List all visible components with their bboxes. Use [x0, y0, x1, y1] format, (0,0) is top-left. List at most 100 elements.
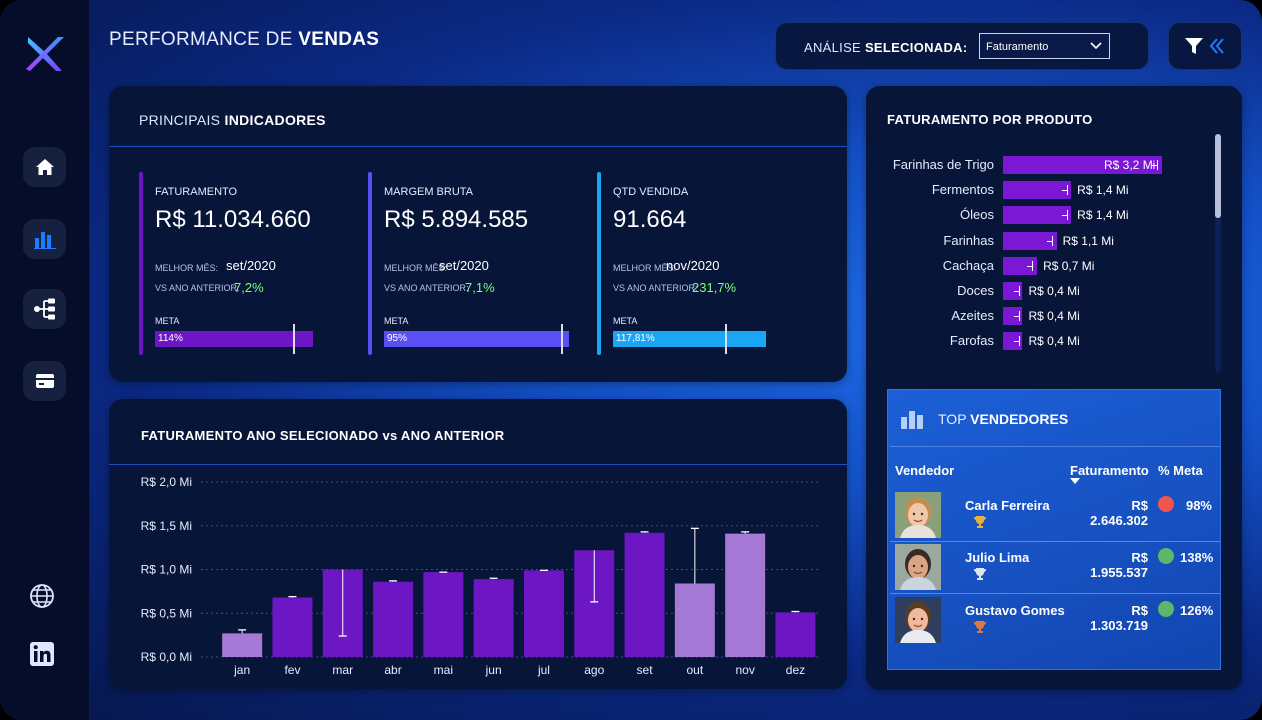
kpi-accent-bar	[368, 172, 372, 355]
product-label: Farinhas	[943, 232, 994, 248]
kpi-meta-value: 114%	[158, 333, 183, 344]
y-tick-label: R$ 1,5 Mi	[141, 519, 192, 533]
kpi-value: 91.664	[613, 206, 687, 233]
bar-mai[interactable]	[423, 572, 464, 657]
trophy-icon	[974, 568, 986, 580]
analysis-dropdown[interactable]: Faturamento	[979, 33, 1110, 59]
filter-panel-button[interactable]	[1168, 22, 1242, 70]
kpi-meta-target-marker	[561, 324, 563, 354]
seller-name: Julio Lima	[965, 550, 1030, 565]
logo	[22, 33, 68, 75]
nav-finance-button[interactable]	[23, 361, 66, 401]
kpi-meta-bar: 95%	[384, 331, 569, 347]
x-tick-label: ago	[584, 663, 604, 677]
x-tick-label: mar	[332, 663, 353, 677]
row-divider	[890, 541, 1220, 542]
x-tick-label: jan	[233, 663, 250, 677]
product-prev-year-stem	[1013, 291, 1020, 292]
product-label: Fermentos	[931, 182, 994, 198]
bar-nov[interactable]	[725, 533, 766, 657]
meta-status-indicator	[1158, 496, 1174, 512]
bar-out[interactable]	[674, 583, 715, 658]
kpi-best-month-label: MELHOR MÊS:	[155, 263, 219, 273]
product-prev-year-stem	[1151, 165, 1158, 166]
trophy-icon	[974, 621, 986, 633]
product-value-label: R$ 1,1 Mi	[1062, 233, 1114, 248]
bar-abr[interactable]	[373, 581, 414, 657]
product-value-label: R$ 3,2 Mi	[1104, 158, 1156, 172]
seller-meta-percent: 126%	[1180, 603, 1214, 618]
product-prev-year-stem	[1013, 341, 1020, 343]
product-bar[interactable]	[1003, 181, 1072, 200]
product-bar[interactable]	[1003, 231, 1057, 250]
x-tick-label: jul	[537, 663, 550, 677]
kpi-best-month: set/2020	[439, 258, 489, 273]
product-scroll-thumb[interactable]	[1215, 134, 1221, 218]
indicators-title: PRINCIPAIS INDICADORES	[139, 112, 326, 128]
x-tick-label: mai	[434, 663, 453, 677]
kpi-best-month: nov/2020	[666, 258, 720, 273]
trophy-icon	[974, 516, 986, 528]
page-title: PERFORMANCE DE VENDAS	[109, 29, 380, 50]
hierarchy-icon	[33, 298, 55, 320]
product-bar[interactable]	[1003, 282, 1023, 300]
bar-chart-icon	[33, 232, 56, 249]
analysis-selector: ANÁLISE SELECIONADA: Faturamento	[775, 22, 1149, 70]
double-chevron-left-icon	[1209, 38, 1224, 54]
col-meta-header[interactable]: % Meta	[1158, 463, 1203, 478]
product-label: Azeites	[951, 308, 994, 324]
product-value-label: R$ 0,7 Mi	[1043, 258, 1095, 273]
kpi-meta-label: META	[155, 316, 180, 326]
indicators-divider	[109, 146, 847, 147]
kpi-meta-bar: 114%	[155, 331, 313, 347]
bar-chart-icon	[901, 411, 923, 429]
seller-revenue: R$ 2.646.302	[1090, 498, 1148, 528]
product-label: Doces	[957, 283, 994, 298]
table-row[interactable]: Carla Ferreira R$ 2.646.302 98%	[888, 490, 1222, 542]
x-tick-label: nov	[735, 663, 754, 677]
x-tick-label: abr	[384, 663, 401, 677]
product-value-label: R$ 1,4 Mi	[1077, 183, 1129, 198]
bar-set[interactable]	[624, 532, 665, 657]
product-bar[interactable]	[1003, 332, 1023, 351]
product-bar[interactable]	[1003, 206, 1072, 225]
kpi-name: QTD VENDIDA	[613, 186, 689, 198]
product-label: Óleos	[960, 207, 994, 223]
avatar	[895, 492, 941, 538]
kpi-meta-target-marker	[725, 324, 727, 354]
bar-fev[interactable]	[272, 597, 313, 658]
web-link[interactable]	[28, 582, 56, 610]
table-row[interactable]: Julio Lima R$ 1.955.537 138%	[888, 542, 1222, 594]
top-sellers-card: TOP VENDEDORES Vendedor Faturamento % Me…	[887, 389, 1221, 670]
kpi-meta-value: 117,81%	[616, 333, 655, 344]
product-bar[interactable]	[1003, 307, 1023, 326]
sidebar	[0, 0, 90, 720]
bar-jul[interactable]	[523, 570, 564, 657]
kpi-value: R$ 5.894.585	[384, 206, 529, 233]
product-scroll-track[interactable]	[1215, 134, 1221, 372]
bar-jan[interactable]	[222, 633, 263, 657]
kpi-vs-value: 7,2%	[234, 280, 264, 295]
product-value-label: R$ 0,4 Mi	[1028, 309, 1080, 324]
bar-dez[interactable]	[775, 612, 816, 657]
bar-jun[interactable]	[473, 579, 514, 657]
kpi-best-month-label: MELHOR MÊS:	[613, 263, 677, 273]
linkedin-link[interactable]	[28, 640, 56, 668]
table-row[interactable]: Gustavo Gomes R$ 1.303.719 126%	[888, 595, 1222, 647]
product-bar[interactable]	[1003, 156, 1162, 174]
nav-hierarchy-button[interactable]	[23, 289, 66, 329]
monthly-chart-title: FATURAMENTO ANO SELECIONADO vs ANO ANTER…	[141, 428, 505, 443]
product-label: Cachaça	[942, 257, 994, 273]
product-bar[interactable]	[1003, 256, 1038, 275]
col-revenue-header[interactable]: Faturamento	[1070, 463, 1149, 478]
nav-home-button[interactable]	[23, 147, 66, 187]
seller-name: Carla Ferreira	[965, 498, 1050, 513]
seller-revenue: R$ 1.303.719	[1090, 603, 1148, 633]
kpi-meta-target-marker	[293, 324, 295, 354]
nav-sales-button[interactable]	[23, 219, 66, 259]
filter-icon	[1185, 38, 1203, 54]
kpi-meta-label: META	[613, 316, 638, 326]
col-seller-header[interactable]: Vendedor	[895, 463, 955, 478]
globe-icon	[30, 584, 54, 608]
product-value-label: R$ 0,4 Mi	[1028, 284, 1080, 298]
